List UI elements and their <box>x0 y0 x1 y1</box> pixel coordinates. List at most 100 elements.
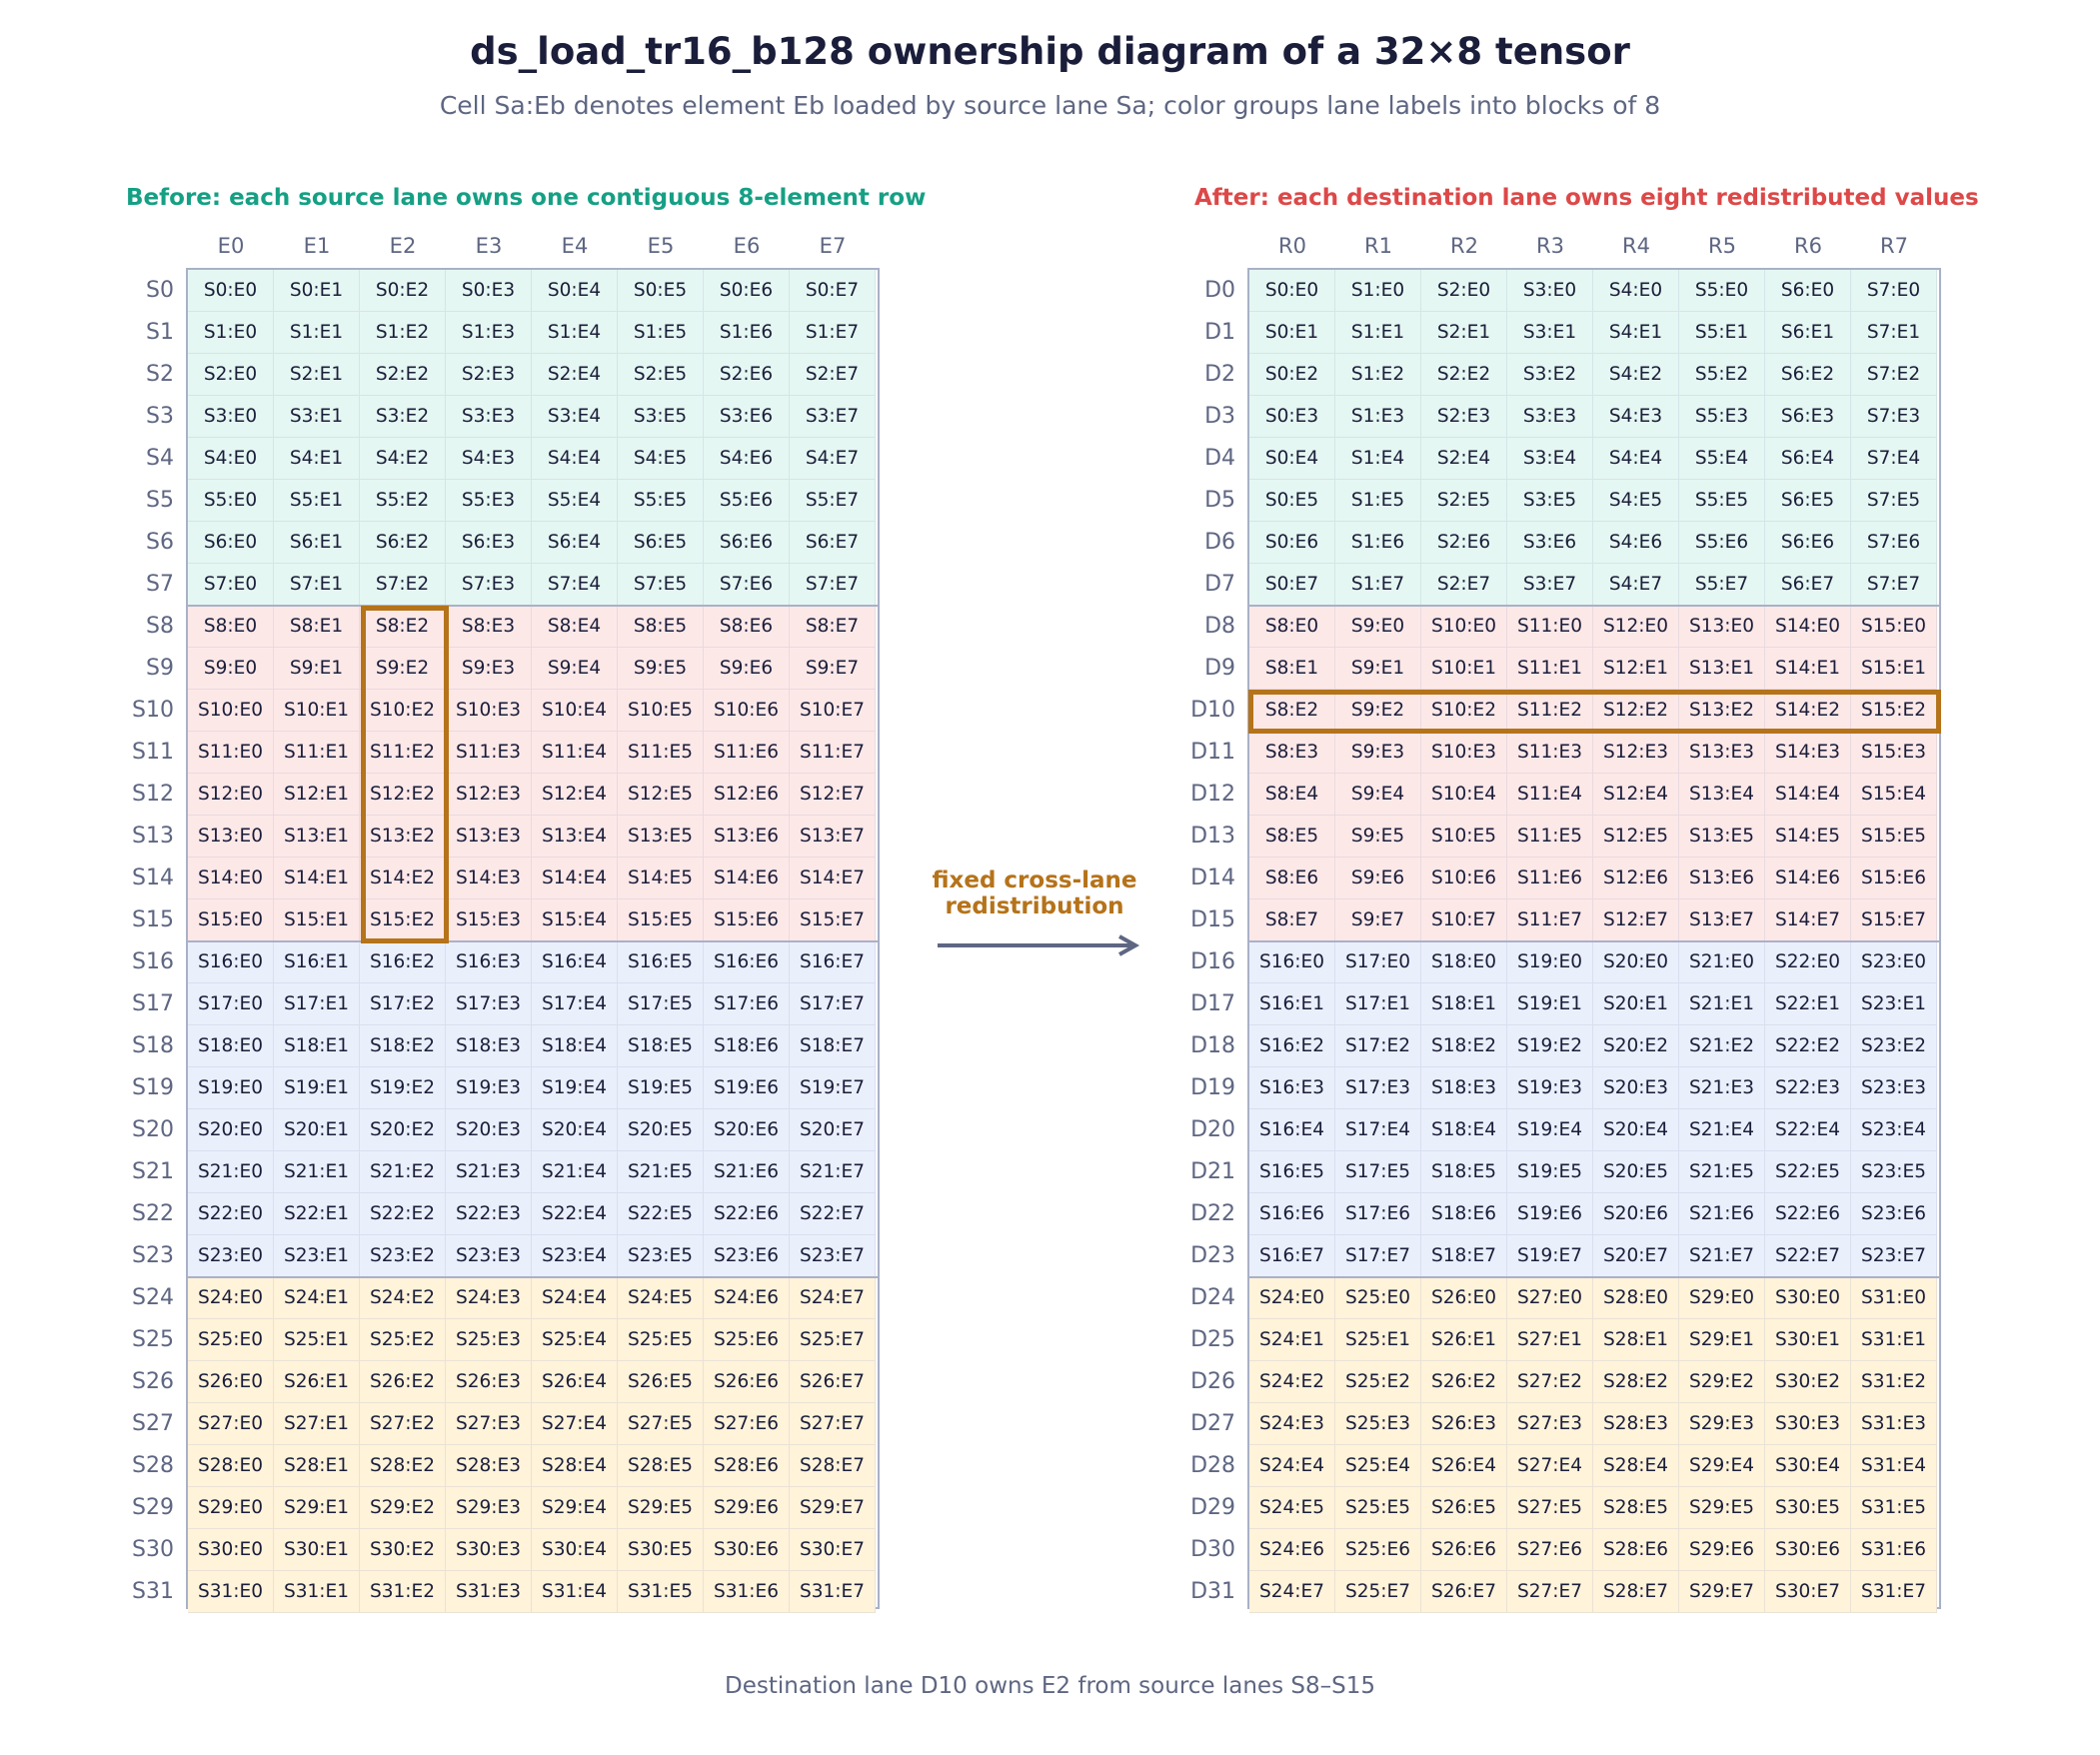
grid-cell: S13:E7 <box>790 816 876 858</box>
grid-cell: S29:E7 <box>790 1487 876 1529</box>
grid-cell: S9:E1 <box>1335 648 1421 690</box>
row-label: S14 <box>132 866 174 890</box>
column-header: E7 <box>819 234 847 258</box>
grid-cell: S3:E2 <box>1507 354 1593 396</box>
grid-cell: S17:E3 <box>1335 1067 1421 1109</box>
grid-cell: S22:E6 <box>1765 1193 1851 1235</box>
grid-cell: S3:E2 <box>360 396 446 438</box>
grid-cell: S14:E4 <box>1765 774 1851 816</box>
grid-cell: S22:E7 <box>1765 1235 1851 1277</box>
grid-cell: S1:E4 <box>1335 438 1421 480</box>
column-header: R5 <box>1708 234 1736 258</box>
row-label: D7 <box>1204 572 1235 597</box>
grid-cell: S7:E2 <box>1851 354 1937 396</box>
grid-cell: S15:E5 <box>1851 816 1937 858</box>
grid-cell: S12:E4 <box>532 774 618 816</box>
grid-cell: S2:E6 <box>1421 522 1507 564</box>
grid-cell: S3:E4 <box>532 396 618 438</box>
grid-cell: S11:E1 <box>274 732 360 774</box>
grid-cell: S7:E3 <box>1851 396 1937 438</box>
grid-cell: S26:E3 <box>446 1361 532 1403</box>
grid-cell: S7:E7 <box>790 564 876 606</box>
row-label: S18 <box>132 1033 174 1058</box>
grid-cell: S18:E1 <box>274 1025 360 1067</box>
grid-cell: S9:E7 <box>790 648 876 690</box>
grid-cell: S7:E5 <box>618 564 704 606</box>
grid-cell: S14:E1 <box>274 858 360 899</box>
grid-cell: S11:E5 <box>618 732 704 774</box>
grid-cell: S16:E0 <box>1249 941 1335 983</box>
grid-cell: S9:E2 <box>360 648 446 690</box>
grid-cell: S23:E0 <box>188 1235 274 1277</box>
grid-cell: S19:E4 <box>1507 1109 1593 1151</box>
grid-cell: S12:E5 <box>618 774 704 816</box>
grid-cell: S11:E0 <box>188 732 274 774</box>
grid-cell: S26:E3 <box>1421 1403 1507 1445</box>
grid-cell: S27:E5 <box>618 1403 704 1445</box>
grid-cell: S15:E0 <box>188 899 274 941</box>
grid-cell: S17:E7 <box>1335 1235 1421 1277</box>
grid-cell: S14:E7 <box>1765 899 1851 941</box>
grid-cell: S23:E6 <box>704 1235 790 1277</box>
grid-cell: S25:E1 <box>274 1319 360 1361</box>
grid-cell: S16:E7 <box>1249 1235 1335 1277</box>
grid-cell: S20:E4 <box>1593 1109 1679 1151</box>
row-label: S5 <box>146 488 174 513</box>
grid-cell: S21:E0 <box>1679 941 1765 983</box>
grid-cell: S24:E4 <box>1249 1445 1335 1487</box>
grid-cell: S14:E2 <box>360 858 446 899</box>
grid-cell: S16:E2 <box>360 941 446 983</box>
grid-cell: S19:E2 <box>360 1067 446 1109</box>
grid-cell: S28:E5 <box>618 1445 704 1487</box>
grid-cell: S16:E3 <box>1249 1067 1335 1109</box>
grid-cell: S16:E0 <box>188 941 274 983</box>
grid-cell: S13:E0 <box>188 816 274 858</box>
grid-cell: S13:E1 <box>274 816 360 858</box>
grid-cell: S4:E2 <box>1593 354 1679 396</box>
grid-cell: S23:E6 <box>1851 1193 1937 1235</box>
grid-cell: S13:E6 <box>1679 858 1765 899</box>
grid-cell: S10:E4 <box>1421 774 1507 816</box>
grid-cell: S2:E3 <box>1421 396 1507 438</box>
grid-cell: S31:E0 <box>188 1571 274 1613</box>
grid-cell: S5:E2 <box>1679 354 1765 396</box>
grid-cell: S12:E6 <box>1593 858 1679 899</box>
row-label: S10 <box>132 698 174 723</box>
grid-cell: S4:E5 <box>1593 480 1679 522</box>
grid-cell: S7:E4 <box>532 564 618 606</box>
grid-cell: S2:E2 <box>1421 354 1507 396</box>
grid-cell: S12:E5 <box>1593 816 1679 858</box>
grid-cell: S17:E2 <box>1335 1025 1421 1067</box>
grid-cell: S10:E2 <box>360 690 446 732</box>
grid-cell: S5:E3 <box>1679 396 1765 438</box>
grid-cell: S10:E0 <box>188 690 274 732</box>
grid-cell: S14:E5 <box>618 858 704 899</box>
grid-cell: S19:E5 <box>1507 1151 1593 1193</box>
grid-cell: S1:E6 <box>704 312 790 354</box>
grid-cell: S23:E7 <box>1851 1235 1937 1277</box>
grid-cell: S18:E2 <box>1421 1025 1507 1067</box>
grid-cell: S15:E3 <box>1851 732 1937 774</box>
row-label: D4 <box>1204 446 1235 471</box>
grid-cell: S18:E4 <box>1421 1109 1507 1151</box>
grid-cell: S30:E1 <box>274 1529 360 1571</box>
grid-cell: S21:E7 <box>1679 1235 1765 1277</box>
grid-cell: S0:E7 <box>790 270 876 312</box>
arrow-label: fixed cross-lane redistribution <box>905 868 1164 919</box>
grid-cell: S14:E7 <box>790 858 876 899</box>
footer-note: Destination lane D10 owns E2 from source… <box>725 1673 1375 1699</box>
grid-cell: S7:E6 <box>704 564 790 606</box>
grid-cell: S3:E1 <box>1507 312 1593 354</box>
grid-cell: S16:E5 <box>1249 1151 1335 1193</box>
grid-cell: S19:E4 <box>532 1067 618 1109</box>
grid-cell: S8:E4 <box>1249 774 1335 816</box>
grid-cell: S10:E3 <box>446 690 532 732</box>
row-label: D3 <box>1204 404 1235 429</box>
grid-cell: S18:E3 <box>446 1025 532 1067</box>
grid-cell: S5:E4 <box>1679 438 1765 480</box>
group-separator <box>1249 1276 1939 1278</box>
row-label: D22 <box>1190 1201 1235 1226</box>
grid-cell: S7:E1 <box>274 564 360 606</box>
grid-cell: S5:E0 <box>1679 270 1765 312</box>
row-label: D29 <box>1190 1495 1235 1520</box>
